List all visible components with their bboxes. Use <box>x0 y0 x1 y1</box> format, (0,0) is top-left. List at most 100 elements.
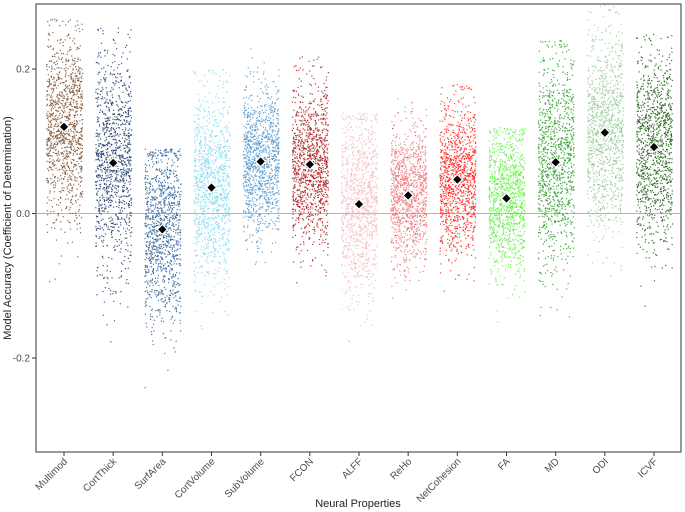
data-point <box>151 233 153 235</box>
data-point <box>227 127 229 129</box>
data-point <box>163 193 165 195</box>
data-point <box>48 147 50 149</box>
data-point <box>273 160 275 162</box>
data-point <box>103 180 105 182</box>
data-point <box>125 135 127 137</box>
data-point <box>119 146 121 148</box>
data-point <box>194 72 196 74</box>
data-point <box>173 257 175 259</box>
data-point <box>255 144 257 146</box>
data-point <box>148 232 150 234</box>
data-point <box>116 245 119 247</box>
data-point <box>154 196 156 198</box>
data-point <box>196 182 198 184</box>
data-point <box>221 134 223 136</box>
data-point <box>229 159 231 161</box>
data-point <box>156 210 158 212</box>
data-point <box>79 227 81 229</box>
data-point <box>147 201 149 203</box>
data-point <box>148 271 150 273</box>
data-point <box>167 233 169 235</box>
data-point <box>252 150 254 152</box>
data-point <box>265 149 268 151</box>
data-point <box>205 143 207 145</box>
data-point <box>164 280 166 282</box>
data-point <box>65 208 67 210</box>
data-point <box>179 319 181 321</box>
data-point <box>55 114 57 116</box>
data-point <box>127 250 129 252</box>
data-point <box>105 143 107 146</box>
data-point <box>109 73 111 75</box>
data-point <box>63 140 65 142</box>
data-point <box>156 188 158 190</box>
data-point <box>104 203 106 205</box>
data-point <box>159 238 161 240</box>
data-point <box>145 209 147 211</box>
data-point <box>224 216 226 218</box>
data-point <box>162 267 164 269</box>
data-point <box>146 264 148 267</box>
data-point <box>256 241 258 243</box>
data-point <box>47 214 49 216</box>
data-point <box>62 216 64 218</box>
data-point <box>121 160 123 162</box>
data-point <box>117 73 119 75</box>
data-point <box>209 69 211 71</box>
data-point <box>224 223 226 225</box>
data-point <box>65 137 67 139</box>
data-point <box>61 138 63 140</box>
data-point <box>74 80 76 82</box>
data-point <box>243 226 245 228</box>
data-point <box>249 166 251 168</box>
data-point <box>120 124 122 126</box>
data-point <box>217 177 219 179</box>
data-point <box>197 185 200 187</box>
data-point <box>210 252 212 254</box>
data-point <box>98 207 100 209</box>
data-point <box>72 80 75 82</box>
data-point <box>80 81 82 83</box>
data-point <box>116 176 118 178</box>
data-point <box>258 181 260 183</box>
data-point <box>206 125 208 127</box>
data-point <box>107 156 109 158</box>
data-point <box>100 164 102 166</box>
data-point <box>228 214 230 216</box>
data-point <box>218 147 220 149</box>
data-point <box>277 91 279 93</box>
data-point <box>177 203 179 206</box>
data-point <box>214 177 216 179</box>
data-point <box>57 107 60 109</box>
data-point <box>78 89 80 91</box>
data-point <box>267 202 269 204</box>
data-point <box>51 155 53 157</box>
data-point <box>176 240 178 242</box>
data-point <box>54 177 56 179</box>
data-point <box>128 224 130 227</box>
data-point <box>160 195 162 197</box>
data-point <box>100 56 102 58</box>
data-point <box>171 269 173 271</box>
data-point <box>147 178 149 180</box>
data-point <box>224 222 226 224</box>
data-point <box>59 25 61 27</box>
data-point <box>150 151 152 153</box>
data-point <box>47 123 50 126</box>
data-point <box>69 102 71 104</box>
data-point <box>194 190 196 193</box>
data-point <box>55 167 57 169</box>
data-point <box>151 158 153 160</box>
data-point <box>174 319 176 321</box>
data-point <box>217 214 220 216</box>
data-point <box>204 206 206 208</box>
data-point <box>81 98 83 100</box>
data-point <box>128 121 130 123</box>
data-point <box>78 68 80 70</box>
data-point <box>121 176 123 178</box>
data-point <box>208 197 210 199</box>
data-point <box>223 268 225 271</box>
data-point <box>247 131 249 133</box>
data-point <box>172 230 175 233</box>
data-point <box>72 87 74 90</box>
